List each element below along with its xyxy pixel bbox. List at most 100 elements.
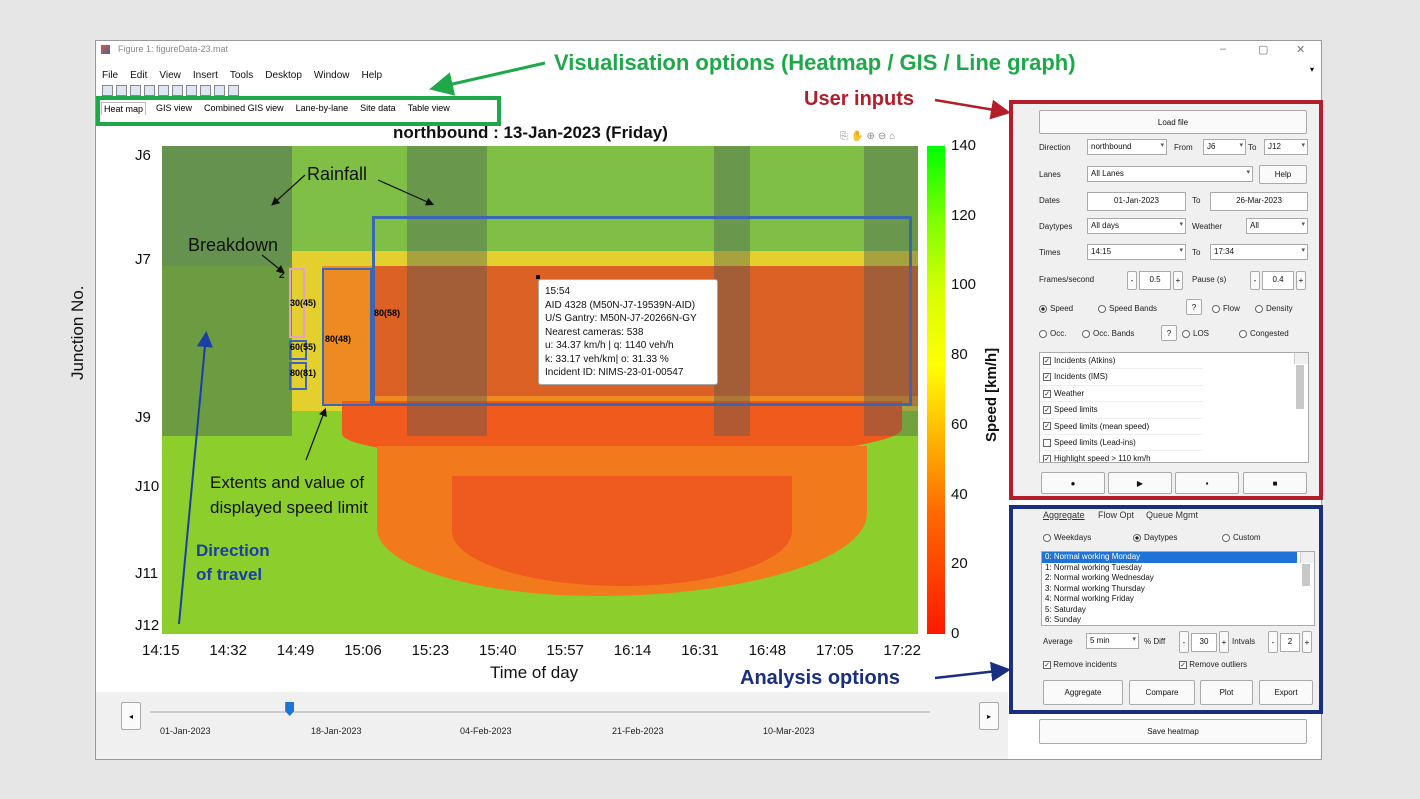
- date-slider-thumb[interactable]: [285, 702, 295, 716]
- slider-right-button[interactable]: ▸: [979, 702, 999, 730]
- layer-item[interactable]: ✓ Speed limits (mean speed): [1040, 419, 1203, 435]
- radio-occ-[interactable]: Occ.: [1039, 329, 1066, 338]
- pan-icon[interactable]: ✋: [851, 131, 867, 142]
- tab-site-data[interactable]: Site data: [360, 103, 396, 113]
- diff-plus-button[interactable]: +: [1219, 631, 1229, 653]
- pause-field[interactable]: 0.4: [1262, 271, 1294, 290]
- minimize-icon[interactable]: –: [1220, 43, 1227, 55]
- menu-view[interactable]: View: [159, 70, 181, 81]
- radio-congested[interactable]: Congested: [1239, 329, 1289, 338]
- diff-minus-button[interactable]: -: [1179, 631, 1189, 653]
- incident-marker[interactable]: 2: [279, 270, 285, 281]
- open-icon[interactable]: [116, 85, 127, 96]
- radio-flow[interactable]: Flow: [1212, 304, 1240, 313]
- home-icon[interactable]: ⌂: [889, 131, 899, 142]
- daytype-item[interactable]: 3: Normal working Thursday: [1045, 583, 1145, 593]
- datatip-icon[interactable]: [158, 85, 169, 96]
- from-dropdown[interactable]: J6 ▾: [1203, 139, 1246, 155]
- fps-plus-button[interactable]: +: [1173, 271, 1183, 290]
- menu-file[interactable]: File: [102, 70, 119, 81]
- close-icon[interactable]: ✕: [1296, 44, 1306, 56]
- menu-window[interactable]: Window: [313, 70, 350, 81]
- aggregate-button[interactable]: Aggregate: [1043, 680, 1123, 705]
- tab-table-view[interactable]: Table view: [407, 103, 450, 113]
- layers-scrollbar[interactable]: [1294, 353, 1308, 409]
- tab-queue-mgmt[interactable]: Queue Mgmt: [1146, 510, 1199, 520]
- layer-item[interactable]: ✓ Weather: [1040, 386, 1203, 403]
- lanes-dropdown[interactable]: All Lanes ▾: [1087, 166, 1253, 182]
- average-dropdown[interactable]: 5 min ▾: [1086, 633, 1139, 649]
- speed-bands-help-button[interactable]: ?: [1186, 299, 1202, 315]
- remove-incidents-checkbox[interactable]: ✓ Remove incidents: [1043, 660, 1117, 669]
- save-icon[interactable]: [130, 85, 141, 96]
- datatip-box[interactable]: 15:54 AID 4328 (M50N-J7-19539N-AID) U/S Ga…: [538, 279, 718, 385]
- layer-item[interactable]: ✓ Speed limits: [1040, 402, 1203, 419]
- date-slider-track[interactable]: [150, 711, 930, 713]
- direction-dropdown[interactable]: northbound ▾: [1087, 139, 1167, 155]
- stop-button[interactable]: ■: [1243, 472, 1307, 494]
- radio-occ-bands[interactable]: Occ. Bands: [1082, 329, 1134, 338]
- play-button[interactable]: ▶: [1108, 472, 1172, 494]
- fps-field[interactable]: 0.5: [1139, 271, 1171, 290]
- remove-outliers-checkbox[interactable]: ✓ Remove outliers: [1179, 660, 1248, 669]
- diff-field[interactable]: 30: [1191, 633, 1217, 652]
- save-heatmap-button[interactable]: Save heatmap: [1039, 719, 1307, 744]
- export-button[interactable]: Export: [1259, 680, 1313, 705]
- pause-plus-button[interactable]: +: [1296, 271, 1306, 290]
- legend-icon[interactable]: [200, 85, 211, 96]
- fps-minus-button[interactable]: -: [1127, 271, 1137, 290]
- tab-lane-by-lane[interactable]: Lane-by-lane: [295, 103, 349, 113]
- zoom-in-icon[interactable]: ⊕: [866, 131, 878, 142]
- help-button[interactable]: Help: [1259, 165, 1307, 184]
- date-to-field[interactable]: 26-Mar-2023: [1210, 192, 1308, 211]
- layers-listbox[interactable]: ✓ Incidents (Atkins) ✓ Incidents (IMS) ✓ Weat…: [1039, 352, 1309, 463]
- occ-bands-help-button[interactable]: ?: [1161, 325, 1177, 341]
- menu-insert[interactable]: Insert: [192, 70, 218, 81]
- colorbar-icon[interactable]: [186, 85, 197, 96]
- daytypes-dropdown[interactable]: All days ▾: [1087, 218, 1186, 234]
- radio-custom[interactable]: Custom: [1222, 533, 1261, 542]
- to-dropdown[interactable]: J12 ▾: [1264, 139, 1308, 155]
- layer-item[interactable]: ✓ Incidents (IMS): [1040, 369, 1203, 386]
- daytype-item[interactable]: 4: Normal working Friday: [1045, 594, 1134, 603]
- maximize-icon[interactable]: ▢: [1258, 44, 1269, 56]
- slider-left-button[interactable]: ◂: [121, 702, 141, 730]
- daytype-item[interactable]: 2: Normal working Wednesday: [1045, 573, 1154, 582]
- layer-item[interactable]: ✓ Highlight speed > 110 km/h: [1040, 451, 1203, 462]
- property-icon[interactable]: [228, 85, 239, 96]
- radio-los[interactable]: LOS: [1182, 329, 1209, 338]
- radio-density[interactable]: Density: [1255, 304, 1293, 313]
- intvals-field[interactable]: 2: [1280, 633, 1300, 652]
- speed-heatmap[interactable]: [162, 146, 918, 634]
- date-from-field[interactable]: 01-Jan-2023: [1087, 192, 1186, 211]
- daytype-item[interactable]: 6: Sunday: [1045, 615, 1082, 624]
- menu-desktop[interactable]: Desktop: [265, 70, 302, 81]
- layer-item[interactable]: Speed limits (Lead-ins): [1040, 435, 1203, 452]
- pause-minus-button[interactable]: -: [1250, 271, 1260, 290]
- daytype-item[interactable]: 0: Normal working Monday: [1042, 552, 1297, 563]
- daytypes-scrollbar[interactable]: [1300, 552, 1314, 586]
- daytype-item[interactable]: 1: Normal working Tuesday: [1045, 562, 1142, 572]
- radio-weekdays[interactable]: Weekdays: [1043, 533, 1091, 542]
- layer-item[interactable]: ✓ Incidents (Atkins): [1040, 353, 1203, 370]
- dock-arrow-icon[interactable]: ▾: [1310, 65, 1315, 74]
- tab-aggregate[interactable]: Aggregate: [1043, 510, 1085, 520]
- radio-speed-bands[interactable]: Speed Bands: [1098, 304, 1157, 313]
- zoom-out-icon[interactable]: ⊖: [877, 131, 890, 142]
- intvals-minus-button[interactable]: -: [1268, 631, 1278, 653]
- menu-help[interactable]: Help: [361, 70, 383, 81]
- print-icon[interactable]: [144, 85, 155, 96]
- time-to-dropdown[interactable]: 17:34 ▾: [1210, 244, 1308, 260]
- pointer-icon[interactable]: [214, 85, 225, 96]
- menu-edit[interactable]: Edit: [130, 70, 148, 81]
- weather-dropdown[interactable]: All ▾: [1246, 218, 1308, 234]
- intvals-plus-button[interactable]: +: [1302, 631, 1312, 653]
- tab-flow-opt[interactable]: Flow Opt: [1098, 510, 1135, 520]
- daytypes-listbox[interactable]: 0: Normal working Monday 1: Normal workin…: [1041, 551, 1315, 626]
- time-from-dropdown[interactable]: 14:15 ▾: [1087, 244, 1186, 260]
- radio-daytypes[interactable]: Daytypes: [1133, 533, 1177, 542]
- tab-gis-view[interactable]: GIS view: [156, 103, 193, 113]
- compare-button[interactable]: Compare: [1129, 680, 1195, 705]
- new-icon[interactable]: [102, 85, 113, 96]
- export-icon[interactable]: ⎘: [840, 131, 851, 142]
